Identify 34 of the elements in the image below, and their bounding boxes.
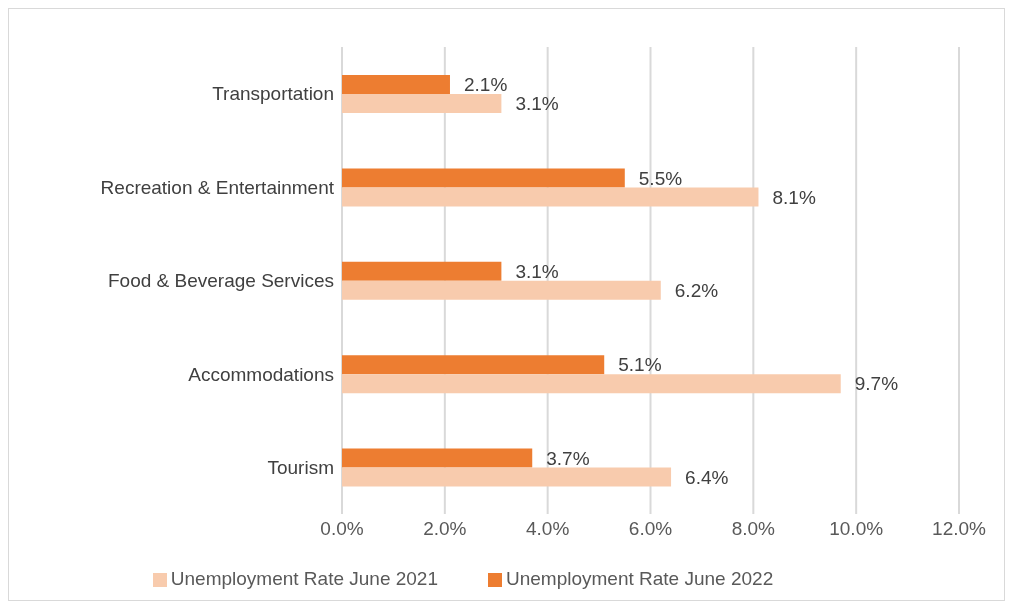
bar [342, 94, 502, 114]
data-label: 9.7% [854, 373, 899, 395]
legend-label: Unemployment Rate June 2021 [170, 568, 438, 589]
bar [342, 168, 625, 188]
bar [342, 187, 759, 207]
data-label: 3.1% [515, 93, 559, 115]
bar [342, 355, 605, 375]
bar [342, 261, 502, 281]
y-tick-label: Accommodations [188, 363, 334, 385]
x-tick-label: 4.0% [526, 518, 570, 540]
y-tick-label: Transportation [212, 83, 334, 105]
x-tick-label: 6.0% [628, 518, 673, 540]
data-label: 3.1% [515, 261, 559, 283]
x-tick-label: 12.0% [932, 518, 987, 540]
bar [342, 75, 450, 95]
bar [342, 448, 533, 468]
y-tick-label: Recreation & Entertainment [100, 176, 335, 198]
x-tick-label: 10.0% [829, 518, 884, 540]
data-label: 6.4% [685, 466, 729, 488]
x-tick-label: 0.0% [320, 518, 364, 540]
bar [342, 280, 661, 300]
y-tick-label: Food & Beverage Services [107, 270, 334, 292]
legend-label: Unemployment Rate June 2022 [506, 568, 774, 589]
data-label: 3.7% [546, 447, 590, 469]
x-tick-label: 2.0% [423, 518, 467, 540]
data-label: 6.2% [674, 280, 719, 302]
data-label: 2.1% [463, 74, 508, 96]
x-tick-label: 8.0% [731, 518, 776, 540]
y-tick-label: Tourism [267, 457, 334, 479]
data-label: 5.5% [638, 167, 683, 189]
bar [342, 467, 672, 487]
bar [342, 374, 841, 394]
data-label: 8.1% [772, 186, 816, 208]
data-label: 5.1% [618, 354, 662, 376]
